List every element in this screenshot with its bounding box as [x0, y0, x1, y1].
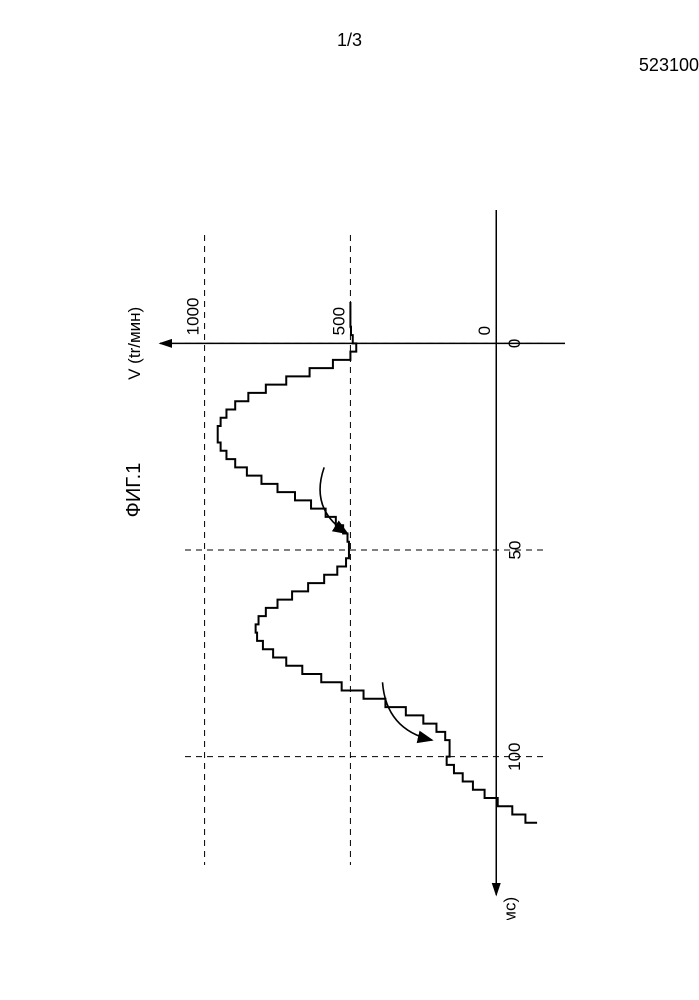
svg-text:100: 100	[505, 742, 524, 770]
svg-text:0: 0	[505, 339, 524, 348]
figure-1: 0 500 1000 0 50 100 V (tr/мин) t(мс) ФИГ.1	[100, 120, 600, 920]
svg-text:500: 500	[329, 307, 348, 335]
svg-text:V (tr/мин): V (tr/мин)	[125, 307, 144, 380]
svg-text:1000: 1000	[184, 298, 203, 336]
svg-text:50: 50	[505, 541, 524, 560]
doc-id: 523100	[639, 55, 699, 76]
svg-text:t(мс): t(мс)	[500, 897, 519, 920]
page-number: 1/3	[0, 30, 699, 51]
svg-text:ФИГ.1: ФИГ.1	[123, 463, 145, 518]
svg-text:0: 0	[475, 326, 494, 335]
